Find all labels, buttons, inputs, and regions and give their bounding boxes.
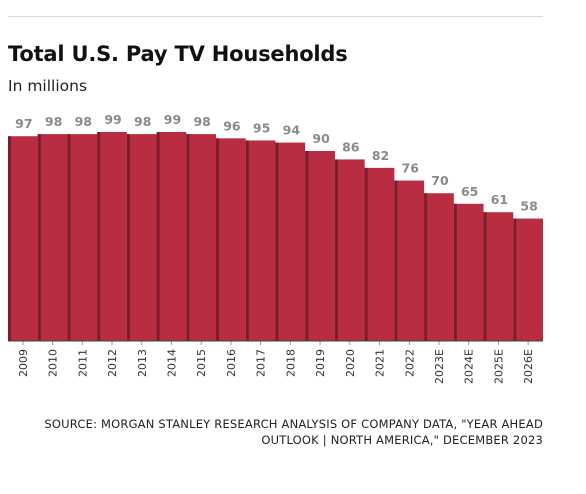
bar-edge-2022	[394, 180, 398, 341]
value-label-2023E: 70	[431, 173, 449, 188]
bar-group-2023E: 70 2023E	[424, 173, 454, 384]
bar-edge-2024E	[453, 203, 457, 341]
bar-2014	[156, 132, 187, 341]
top-divider	[8, 16, 543, 17]
bar-edge-2011	[67, 134, 71, 341]
x-tick-label-2020: 2020	[344, 349, 357, 377]
bar-2026E	[513, 218, 543, 341]
bar-group-2018: 94 2018	[275, 123, 306, 377]
x-tick-label-2012: 2012	[106, 349, 119, 377]
bar-2018	[275, 142, 306, 341]
value-label-2012: 99	[104, 112, 121, 127]
x-tick-label-2010: 2010	[47, 349, 60, 377]
bar-group-2022: 76 2022	[394, 161, 425, 377]
value-label-2019: 90	[312, 131, 330, 146]
bar-2015	[186, 134, 217, 341]
x-tick-label-2023E: 2023E	[433, 349, 446, 384]
bar-edge-2009	[8, 136, 11, 341]
bar-group-2017: 95 2017	[245, 120, 276, 377]
bar-edge-2015	[186, 134, 190, 341]
bar-group-2009: 97 2009	[8, 116, 38, 377]
bar-2013	[126, 134, 157, 341]
bar-group-2014: 99 2014	[156, 112, 187, 377]
x-tick-label-2017: 2017	[255, 349, 268, 377]
x-tick-label-2026E: 2026E	[522, 349, 535, 384]
bar-edge-2025E	[483, 212, 487, 341]
bar-2025E	[483, 212, 514, 341]
value-label-2021: 82	[372, 148, 389, 163]
value-label-2016: 96	[223, 118, 241, 133]
value-label-2020: 86	[342, 139, 360, 154]
bar-edge-2014	[156, 132, 160, 341]
x-tick-label-2016: 2016	[225, 349, 238, 377]
bar-group-2016: 96 2016	[216, 118, 246, 377]
x-tick-label-2015: 2015	[195, 349, 208, 377]
value-label-2018: 94	[283, 123, 301, 138]
bar-2016	[216, 138, 246, 341]
bar-edge-2016	[216, 138, 220, 341]
bar-group-2021: 82 2021	[364, 148, 395, 377]
x-tick-label-2025E: 2025E	[492, 349, 505, 384]
value-label-2011: 98	[75, 114, 92, 129]
value-label-2014: 99	[164, 112, 181, 127]
source-note: SOURCE: MORGAN STANLEY RESEARCH ANALYSIS…	[44, 417, 543, 447]
value-label-2022: 76	[402, 161, 420, 176]
x-tick-label-2022: 2022	[403, 349, 416, 377]
x-tick-label-2014: 2014	[165, 349, 178, 377]
value-label-2024E: 65	[461, 184, 478, 199]
bar-2024E	[453, 203, 484, 341]
chart-title: Total U.S. Pay TV Households	[8, 42, 348, 66]
bar-edge-2012	[97, 132, 101, 341]
x-tick-label-2021: 2021	[374, 349, 387, 377]
bar-edge-2023E	[424, 193, 428, 341]
bar-edge-2020	[334, 159, 338, 341]
bar-2020	[334, 159, 365, 341]
chart-subtitle: In millions	[8, 77, 88, 95]
x-tick-label-2013: 2013	[136, 349, 149, 377]
bar-edge-2019	[305, 151, 309, 341]
value-label-2013: 98	[134, 114, 151, 129]
bar-group-2026E: 58 2026E	[513, 199, 543, 384]
value-label-2025E: 61	[491, 192, 508, 207]
bar-2010	[37, 134, 68, 341]
bar-edge-2021	[364, 167, 368, 341]
value-label-2009: 97	[15, 116, 32, 131]
x-tick-label-2018: 2018	[284, 349, 297, 377]
bar-group-2025E: 61 2025E	[483, 192, 514, 384]
x-tick-label-2024E: 2024E	[463, 349, 476, 384]
bar-2011	[67, 134, 98, 341]
bar-2019	[305, 151, 335, 341]
bar-edge-2026E	[513, 218, 517, 341]
bar-group-2010: 98 2010	[37, 114, 68, 377]
bar-2012	[97, 132, 127, 341]
bar-2009	[8, 136, 38, 341]
bar-2022	[394, 180, 425, 341]
bar-group-2019: 90 2019	[305, 131, 335, 377]
value-label-2015: 98	[193, 114, 210, 129]
x-tick-label-2011: 2011	[76, 349, 89, 377]
value-label-2026E: 58	[520, 199, 537, 214]
value-label-2017: 95	[253, 120, 270, 135]
bar-group-2013: 98 2013	[126, 114, 157, 377]
bar-2021	[364, 167, 395, 341]
bar-edge-2010	[37, 134, 41, 341]
value-label-2010: 98	[45, 114, 62, 129]
bar-group-2015: 98 2015	[186, 114, 217, 377]
bar-group-2020: 86 2020	[334, 139, 365, 377]
x-tick-label-2019: 2019	[314, 349, 327, 377]
bar-group-2012: 99 2012	[97, 112, 127, 377]
bar-chart: 97 2009 98 2010 98 2011 99 2012 98 2013 99 2014 98 20…	[8, 112, 543, 384]
bar-edge-2018	[275, 142, 279, 341]
bar-2017	[245, 140, 276, 341]
bar-group-2011: 98 2011	[67, 114, 98, 377]
x-tick-label-2009: 2009	[17, 349, 30, 377]
bar-group-2024E: 65 2024E	[453, 184, 484, 384]
bar-edge-2013	[126, 134, 130, 341]
bar-2023E	[424, 193, 454, 341]
bar-edge-2017	[245, 140, 249, 341]
